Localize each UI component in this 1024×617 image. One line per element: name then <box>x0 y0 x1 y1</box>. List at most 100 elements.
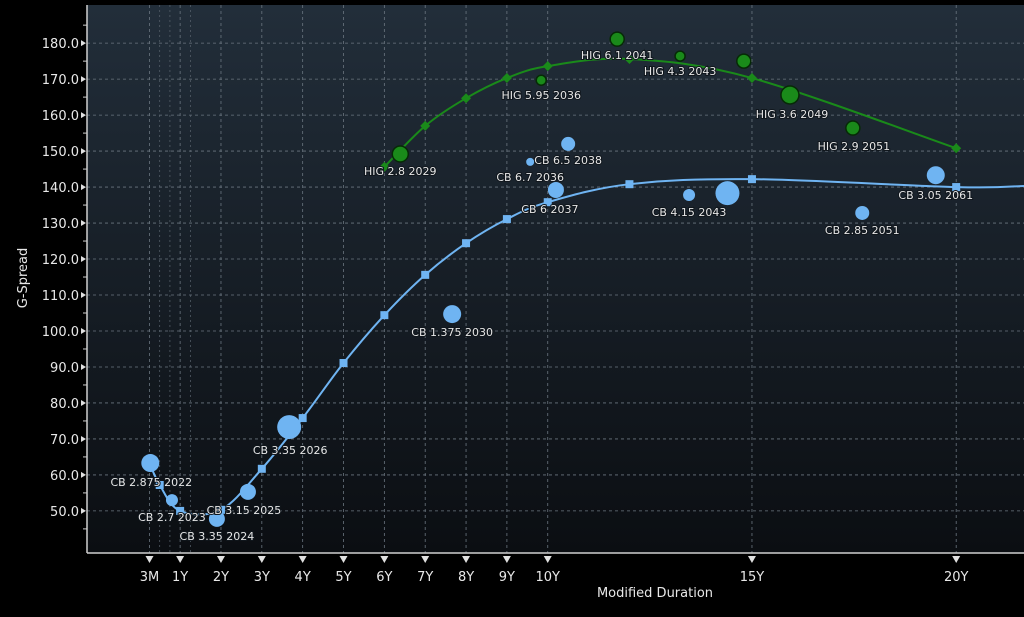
bond-label: HIG 3.6 2049 <box>756 108 829 121</box>
bond-point <box>609 31 625 47</box>
x-tick-mark <box>380 556 389 563</box>
bond-point <box>736 53 752 69</box>
curve-marker <box>379 161 390 172</box>
x-tick-mark <box>339 556 348 563</box>
y-tick-mark <box>81 220 86 227</box>
curve-marker <box>952 183 961 192</box>
curve-marker <box>298 414 307 423</box>
bond-point <box>547 181 564 198</box>
bond-point <box>391 145 410 163</box>
x-tick-label: 20Y <box>944 570 969 585</box>
curve-marker <box>502 215 511 224</box>
x-tick-label: 7Y <box>417 570 433 585</box>
curve-marker <box>155 480 164 489</box>
bond-label: CB 2.875 2022 <box>110 476 192 489</box>
bond-label: CB 2.7 2023 <box>138 511 206 524</box>
curve-marker <box>257 464 266 473</box>
series-hig <box>379 31 962 172</box>
y-tick-mark <box>81 399 86 406</box>
y-tick-label: 180.0 <box>42 37 79 52</box>
x-tick-mark <box>176 556 185 563</box>
x-tick-label: 3Y <box>254 570 270 585</box>
plot-area <box>87 5 1024 553</box>
y-ticks: 50.0 60.0 70.0 80.0 90.0 100.0 110.0 120.0 130.0… <box>42 24 87 530</box>
x-tick-mark <box>543 556 552 563</box>
bond-point <box>165 494 178 507</box>
y-tick-mark <box>81 363 86 370</box>
y-tick-label: 80.0 <box>50 397 79 412</box>
bond-label: HIG 5.95 2036 <box>501 89 581 102</box>
curve-marker <box>461 93 472 104</box>
bond-label: CB 3.15 2025 <box>207 504 282 517</box>
y-tick-label: 90.0 <box>50 361 79 376</box>
y-axis-label: G-Spread <box>16 248 31 309</box>
bond-point <box>845 120 861 136</box>
curve-marker <box>380 311 389 320</box>
y-tick-mark <box>81 471 86 478</box>
curve-marker <box>542 61 553 72</box>
bond-point <box>277 415 302 440</box>
y-tick-mark <box>81 76 86 83</box>
y-tick-label: 160.0 <box>42 109 79 124</box>
y-tick-label: 70.0 <box>50 433 79 448</box>
x-tick-mark <box>216 556 225 563</box>
x-tick-mark <box>502 556 511 563</box>
curve-marker <box>462 239 471 248</box>
y-tick-label: 150.0 <box>42 145 79 160</box>
y-tick-mark <box>81 256 86 263</box>
bond-point <box>674 50 686 62</box>
x-axis-label: Modified Duration <box>597 586 713 601</box>
curve-marker <box>543 198 552 207</box>
curve-marker <box>339 359 348 368</box>
bond-point <box>208 510 225 527</box>
y-tick-label: 140.0 <box>42 181 79 196</box>
curve-marker <box>421 270 430 279</box>
x-tick-label: 4Y <box>295 570 311 585</box>
y-tick-mark <box>81 507 86 514</box>
bond-label: CB 3.35 2026 <box>253 444 328 457</box>
x-tick-label: 10Y <box>535 570 560 585</box>
x-tick-mark <box>952 556 961 563</box>
bond-label: CB 6.5 2038 <box>534 154 602 167</box>
x-tick-label: 5Y <box>335 570 351 585</box>
curve-marker <box>625 180 634 189</box>
bond-point <box>926 166 945 185</box>
bond-point <box>683 188 696 201</box>
bond-label: CB 6 2037 <box>521 203 578 216</box>
x-tick-label: 2Y <box>213 570 229 585</box>
x-tick-label: 15Y <box>740 570 765 585</box>
bond-label: HIG 2.9 2051 <box>818 140 891 153</box>
bond-label: HIG 6.1 2041 <box>581 49 654 62</box>
y-tick-label: 120.0 <box>42 253 79 268</box>
x-tick-label: 6Y <box>376 570 392 585</box>
x-ticks: 3M 1Y 2Y 3Y 4Y 5Y 6Y 7Y 8Y 9Y 10Y 15Y 20Y <box>140 556 969 585</box>
bond-label: HIG 2.8 2029 <box>364 165 437 178</box>
x-tick-mark <box>747 556 756 563</box>
x-tick-label: 8Y <box>458 570 474 585</box>
bond-point <box>239 483 256 500</box>
bond-label: CB 3.35 2024 <box>180 530 255 543</box>
bond-point <box>715 181 740 206</box>
y-tick-label: 100.0 <box>42 325 79 340</box>
series-cb <box>141 136 1024 527</box>
grid <box>87 5 1024 553</box>
label-layer: CB 2.875 2022 CB 2.7 2023 CB 3.35 2024 CB 3… <box>109 48 974 544</box>
y-tick-label: 130.0 <box>42 217 79 232</box>
bond-point <box>535 74 547 86</box>
curve-marker <box>747 175 756 184</box>
x-tick-label: 9Y <box>499 570 515 585</box>
y-tick-mark <box>81 327 86 334</box>
bond-label: HIG 4.3 2043 <box>644 65 717 78</box>
bond-point <box>780 85 800 105</box>
bond-label: CB 6.7 2036 <box>496 171 564 184</box>
curve-marker <box>216 505 225 514</box>
x-tick-mark <box>257 556 266 563</box>
y-tick-mark <box>81 112 86 119</box>
bond-label: CB 4.15 2043 <box>652 206 727 219</box>
y-tick-label: 50.0 <box>50 505 79 520</box>
bond-label: CB 2.85 2051 <box>825 224 900 237</box>
y-tick-label: 60.0 <box>50 469 79 484</box>
y-tick-mark <box>81 148 86 155</box>
curve-marker <box>501 73 512 84</box>
